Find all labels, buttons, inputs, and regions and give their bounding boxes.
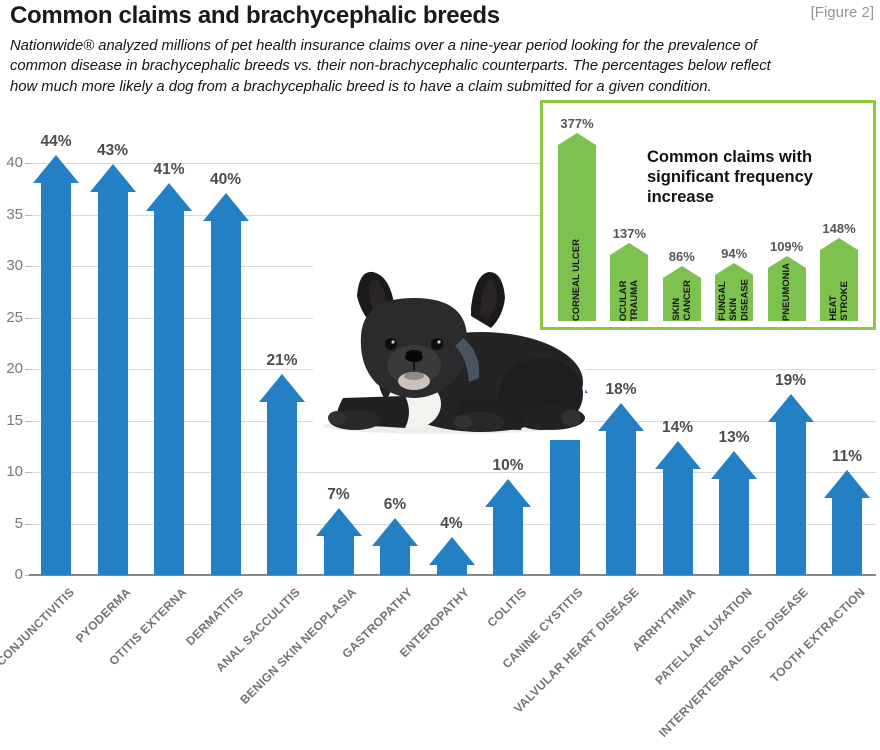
- bar-category-label: VALVULAR HEART DISEASE: [511, 585, 642, 716]
- inset-category-label: SKIN CANCER: [663, 266, 701, 321]
- y-axis-label: 30: [6, 257, 23, 274]
- bar-category-label: PYODERMA: [72, 585, 134, 646]
- y-axis-label: 5: [14, 514, 23, 532]
- x-axis-line: [29, 574, 876, 576]
- inset-title: Common claims with significant frequency…: [647, 148, 813, 207]
- y-axis-tick: [25, 420, 32, 422]
- inset-bar-heat-stroke: [820, 238, 858, 321]
- bar-category-label: COLITIS: [484, 585, 529, 630]
- inset-bar-ocular-trauma: [610, 243, 649, 321]
- bar-category-label: BENIGN SKIN NEOPLASIA: [237, 585, 360, 707]
- inset-value-label: 109%: [769, 239, 804, 254]
- gridline: [32, 472, 876, 473]
- gridline: [32, 523, 876, 525]
- y-axis-tick: [25, 266, 32, 267]
- chart-description: Nationwide® analyzed millions of pet hea…: [10, 38, 771, 95]
- bar-value-label: 13%: [718, 429, 750, 446]
- y-axis-label: 10: [6, 463, 23, 480]
- bar-value-label: 43%: [96, 142, 129, 159]
- bar-value-label: 10%: [492, 457, 524, 474]
- bar-arrow-arrhythmia: [654, 441, 701, 575]
- bar-arrow-pyoderma: [89, 164, 136, 575]
- inset-bar-skin-cancer: [662, 266, 701, 321]
- bar-value-label: 7%: [327, 486, 350, 503]
- inset-bar-corneal-ulcer: [558, 133, 596, 321]
- inset-category-label: FUNGAL SKIN DISEASE: [715, 263, 753, 321]
- bar-value-label: 14%: [661, 419, 694, 436]
- bar-arrow-dermatitis: [202, 193, 249, 575]
- bar-category-label: CONJUNCTIVITIS: [0, 585, 77, 669]
- bar-value-label: 11%: [831, 448, 863, 465]
- inset-bar-pneumonia: [767, 256, 806, 321]
- inset-category-text: PNEUMONIA: [780, 262, 792, 321]
- inset-category-label: HEAT STROKE: [820, 238, 858, 321]
- bar-category-label: PATELLAR LUXATION: [652, 585, 755, 688]
- gridline: [32, 214, 876, 216]
- y-axis-tick: [25, 163, 32, 164]
- bar-arrow-otitis-externa: [146, 183, 192, 575]
- bar-value-label: 19%: [774, 372, 807, 389]
- inset-panel: Common claims with significant frequency…: [540, 100, 876, 330]
- bar-arrow-intervertebral-disc-disease: [767, 394, 814, 575]
- bar-value-label: 44%: [40, 133, 72, 150]
- bar-value-label: 18%: [605, 381, 637, 398]
- gridline: [32, 163, 876, 164]
- bar-arrow-anal-sacculitis: [259, 374, 305, 575]
- bar-category-label: TOOTH EXTRACTION: [767, 585, 868, 686]
- y-axis-label: 35: [6, 205, 23, 223]
- bar-arrow-patellar-luxation: [711, 451, 757, 575]
- inset-category-text: FUNGAL SKIN DISEASE: [717, 279, 751, 321]
- inset-category-text: SKIN CANCER: [670, 280, 693, 321]
- y-axis-tick: [25, 472, 32, 473]
- inset-category-label: CORNEAL ULCER: [558, 133, 596, 321]
- chart-title: Common claims and brachycephalic breeds: [10, 2, 500, 29]
- bar-value-label: 4%: [440, 515, 463, 532]
- y-axis-label: 40: [6, 154, 23, 171]
- y-axis-label: 25: [6, 308, 23, 326]
- bar-value-label: 41%: [153, 161, 185, 178]
- figure-label: [Figure 2]: [810, 4, 874, 21]
- bar-arrow-enteropathy: [428, 537, 475, 575]
- y-axis-label: 0: [14, 566, 23, 583]
- y-axis-tick: [25, 214, 32, 216]
- bar-arrow-benign-skin-neoplasia: [315, 508, 362, 575]
- bar-arrow-gastropathy: [372, 518, 418, 575]
- inset-category-label: OCULAR TRAUMA: [610, 243, 648, 321]
- y-axis-tick: [25, 317, 32, 319]
- y-axis-tick: [25, 523, 32, 525]
- bar-value-label: 40%: [209, 171, 242, 188]
- y-axis-label: 15: [6, 411, 23, 429]
- inset-category-label: PNEUMONIA: [768, 256, 806, 321]
- bar-arrow-colitis: [485, 479, 531, 575]
- inset-value-label: 94%: [721, 246, 748, 261]
- inset-value-label: 86%: [668, 249, 695, 264]
- bar-value-label: 6%: [383, 496, 407, 513]
- inset-category-text: OCULAR TRAUMA: [618, 279, 641, 321]
- inset-value-label: 148%: [822, 221, 856, 236]
- bar-value-label: 21%: [266, 352, 298, 369]
- bar-category-label: DERMATITIS: [183, 585, 247, 649]
- inset-value-label: 377%: [560, 116, 594, 131]
- bar-arrow-tooth-extraction: [824, 470, 870, 575]
- y-axis-label: 20: [6, 360, 23, 377]
- french-bulldog-image: [313, 266, 585, 440]
- y-axis-tick: [25, 575, 32, 576]
- inset-bar-fungal-skin-disease: [715, 263, 754, 321]
- inset-category-text: HEAT STROKE: [827, 281, 850, 321]
- bar-arrow-valvular-heart-disease: [598, 403, 644, 575]
- inset-value-label: 137%: [612, 226, 647, 241]
- bar-arrow-conjunctivitis: [33, 155, 79, 575]
- inset-category-text: CORNEAL ULCER: [571, 238, 583, 321]
- y-axis-tick: [25, 369, 32, 370]
